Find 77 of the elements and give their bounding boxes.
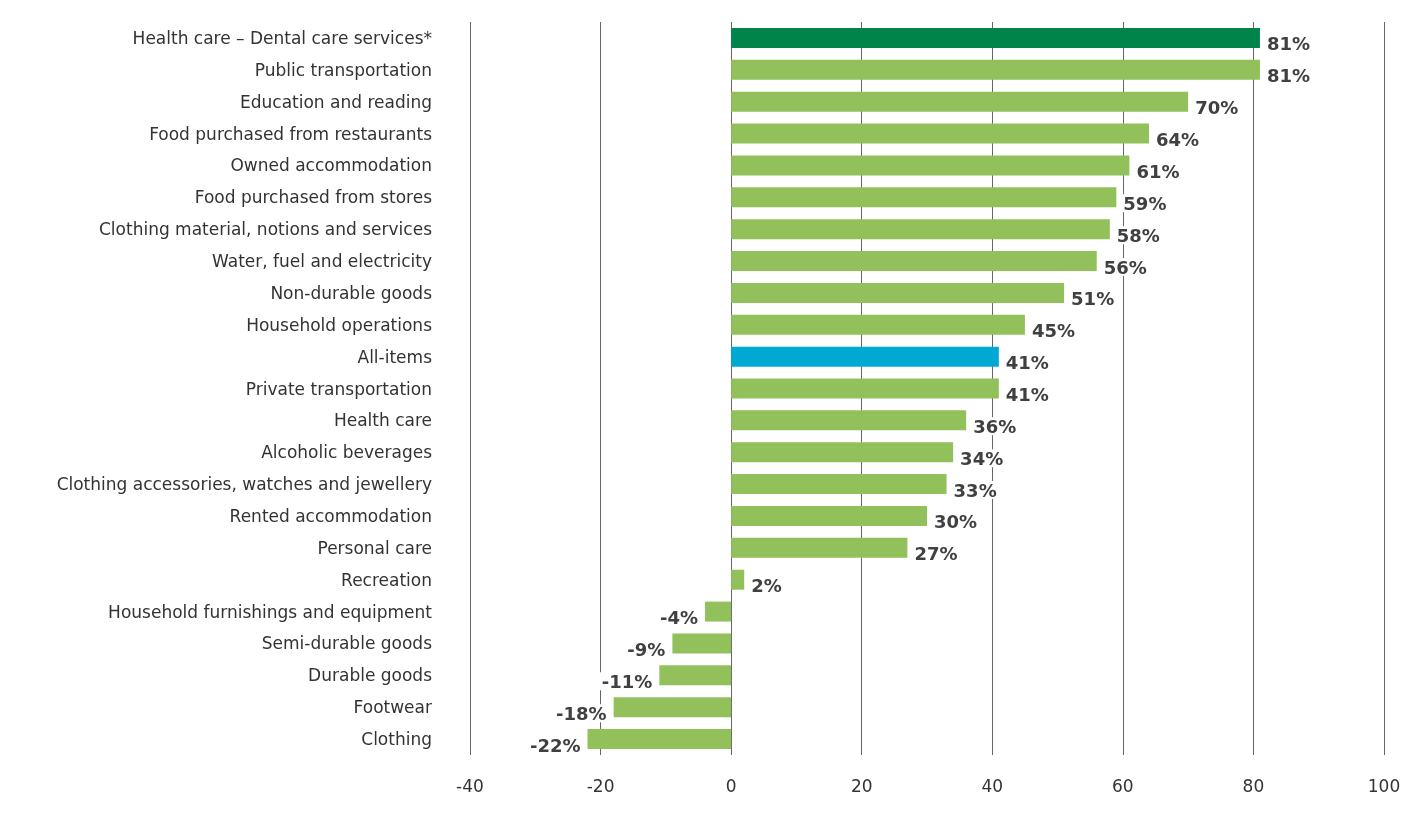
y-tick-label: Clothing material, notions and services	[98, 219, 433, 240]
data-label: 41%	[1005, 384, 1049, 405]
data-label: 41%	[1005, 352, 1049, 374]
bar	[731, 314, 1025, 335]
bar	[731, 91, 1189, 112]
data-label: 58%	[1116, 224, 1160, 246]
data-label: 45%	[1031, 320, 1076, 342]
bar	[731, 442, 954, 463]
bar	[731, 410, 967, 431]
data-label: 81%	[1266, 33, 1311, 55]
bar	[731, 27, 1260, 48]
data-label: 56%	[1103, 256, 1147, 278]
x-tick-label: 40	[981, 775, 1004, 796]
y-tick-label: Private transportation	[245, 378, 432, 399]
y-tick-label: Owned accommodation	[230, 155, 432, 176]
bar	[731, 346, 999, 367]
data-label: 61%	[1136, 160, 1180, 182]
bar	[731, 569, 745, 590]
y-tick-label: Recreation	[341, 569, 432, 590]
data-label: 33%	[953, 479, 997, 501]
bar	[731, 219, 1110, 240]
data-label: -18%	[556, 702, 607, 724]
bar	[587, 729, 732, 750]
y-tick-label: Water, fuel and electricity	[212, 251, 432, 272]
bar	[731, 537, 908, 558]
data-label: 64%	[1155, 129, 1200, 151]
bar	[731, 505, 927, 526]
y-tick-label: Food purchased from restaurants	[149, 123, 433, 144]
y-tick-label: Health care	[333, 410, 432, 431]
x-tick-label: 80	[1242, 775, 1265, 796]
y-tick-label: Durable goods	[308, 665, 433, 686]
data-label: -11%	[601, 670, 653, 692]
x-tick-label: 0	[725, 775, 737, 796]
y-tick-label: Health care – Dental care services*	[132, 27, 432, 48]
data-label: -22%	[529, 734, 581, 756]
data-label: 81%	[1266, 65, 1311, 87]
x-tick-label: -20	[586, 775, 615, 796]
bar	[731, 155, 1130, 176]
data-label: -4%	[660, 607, 699, 629]
bar	[731, 474, 947, 495]
y-tick-label: Food purchased from stores	[194, 187, 433, 208]
bar	[672, 633, 732, 654]
x-tick-label: -40	[456, 775, 484, 796]
data-label: -9%	[627, 638, 666, 660]
y-tick-label: Clothing	[361, 729, 432, 750]
y-tick-label: Education and reading	[240, 91, 432, 112]
y-tick-label: Non-durable goods	[270, 282, 433, 303]
data-label: 34%	[960, 447, 1004, 469]
data-label: 70%	[1195, 97, 1239, 119]
bar	[705, 601, 732, 622]
bar	[731, 187, 1117, 208]
data-label: 36%	[973, 415, 1017, 437]
x-tick-label: 60	[1112, 775, 1134, 796]
y-tick-label: Household operations	[246, 314, 433, 335]
bar	[731, 282, 1065, 303]
y-tick-label: Public transportation	[254, 59, 432, 80]
data-label: 27%	[914, 543, 958, 565]
data-label: 30%	[934, 511, 978, 533]
x-tick-label: 20	[850, 775, 873, 796]
y-tick-label: All-items	[357, 346, 433, 367]
y-tick-label: Semi-durable goods	[261, 633, 433, 654]
bar	[731, 378, 999, 399]
x-tick-label: 100	[1367, 775, 1401, 796]
y-tick-label: Alcoholic beverages	[261, 442, 433, 463]
bar	[731, 59, 1260, 80]
data-label: 2%	[751, 575, 782, 597]
y-tick-label: Footwear	[353, 697, 432, 718]
bar	[731, 251, 1097, 272]
bar	[613, 697, 732, 718]
y-tick-label: Household furnishings and equipment	[108, 601, 433, 622]
y-tick-label: Personal care	[317, 537, 432, 558]
bar	[731, 123, 1149, 144]
bar	[659, 665, 732, 686]
data-label: 59%	[1123, 192, 1167, 214]
y-tick-label: Clothing accessories, watches and jewellery	[56, 474, 432, 495]
y-tick-label: Rented accommodation	[229, 505, 432, 526]
data-label: 51%	[1071, 288, 1115, 310]
